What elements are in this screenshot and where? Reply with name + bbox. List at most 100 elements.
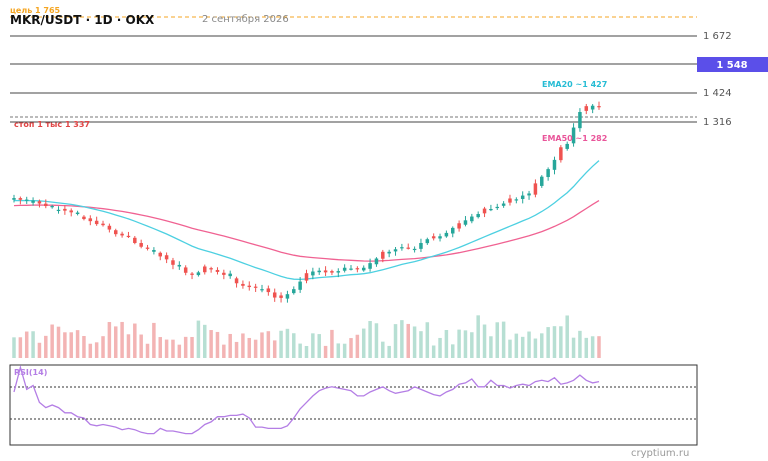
volume-bar	[571, 337, 576, 358]
candle-body	[292, 289, 296, 294]
candle-body	[260, 289, 264, 291]
candle-body	[304, 273, 309, 281]
volume-bar	[444, 329, 449, 358]
volume-bar	[177, 344, 182, 358]
volume-bar	[400, 320, 404, 358]
candle-body	[349, 268, 353, 270]
watermark: cryptium.ru	[631, 448, 689, 459]
volume-bar	[101, 336, 105, 358]
candle-body	[31, 200, 35, 203]
candle-body	[584, 106, 589, 111]
volume-bar	[495, 322, 500, 358]
volume-bar	[533, 338, 538, 358]
volume-bar	[514, 333, 519, 358]
volume-bars	[12, 315, 601, 358]
ema20-annotation: EMA20 ~1 427	[542, 80, 607, 89]
volume-bar	[393, 324, 398, 358]
volume-bar	[31, 331, 35, 358]
volume-bar	[590, 336, 595, 358]
volume-bar	[597, 336, 601, 358]
candle-body	[578, 112, 582, 129]
candle-body	[374, 258, 379, 265]
candle-body	[482, 208, 487, 214]
candle-body	[540, 176, 544, 186]
volume-bar	[63, 332, 67, 358]
candle-body	[457, 223, 461, 229]
candle-body	[113, 230, 118, 235]
volume-bar	[520, 336, 525, 358]
candle-body	[164, 255, 169, 260]
candle-body	[247, 285, 252, 288]
volume-bar	[431, 345, 436, 358]
volume-bar	[311, 333, 315, 358]
volume-bar	[82, 336, 86, 358]
candle-body	[336, 271, 341, 273]
candle-body	[342, 267, 347, 271]
candle-body	[241, 283, 245, 286]
candle-body	[190, 273, 194, 275]
volume-bar	[272, 340, 277, 358]
candle-body	[597, 106, 601, 108]
rsi-path	[13, 364, 600, 435]
volume-bar	[292, 333, 296, 358]
candle-body	[393, 249, 398, 252]
candle-body	[381, 251, 385, 259]
volume-bar	[565, 315, 569, 358]
volume-bar	[387, 345, 391, 358]
volume-bar	[171, 339, 175, 358]
level-label-1672: 1 672	[703, 31, 732, 42]
volume-bar	[342, 343, 347, 358]
candle-body	[82, 216, 86, 220]
volume-bar	[470, 332, 474, 358]
volume-bar	[190, 336, 194, 358]
volume-bar	[18, 337, 23, 358]
volume-bar	[209, 330, 213, 358]
candle-body	[152, 249, 156, 252]
candle-body	[234, 278, 239, 284]
volume-bar	[584, 337, 589, 358]
volume-bar	[75, 330, 80, 358]
volume-bar	[37, 342, 42, 358]
volume-bar	[540, 333, 544, 358]
volume-bar	[374, 323, 379, 358]
volume-bar	[113, 326, 118, 358]
candle-body	[571, 127, 576, 144]
candle-body	[400, 247, 404, 249]
candle-body	[323, 270, 328, 273]
candle-body	[272, 292, 277, 298]
chart-title: MKR/USDT · 1D · OKX	[10, 13, 155, 27]
candle-body	[44, 203, 48, 207]
candle-body	[253, 286, 258, 288]
candle-body	[285, 294, 290, 299]
volume-bar	[88, 343, 93, 358]
candle-body	[126, 235, 131, 238]
candle-body	[355, 268, 360, 270]
ema50-path	[13, 200, 600, 262]
candle-body	[514, 199, 519, 201]
ema50-line	[13, 200, 600, 262]
volume-bar	[196, 320, 201, 358]
candle-body	[520, 195, 525, 199]
volume-bar	[552, 326, 557, 358]
volume-bar	[279, 330, 283, 358]
candle-body	[139, 243, 143, 247]
candle-body	[559, 147, 563, 161]
rsi-panel	[9, 364, 698, 446]
volume-bar	[578, 330, 582, 358]
stop-annotation: стоп 1 тыс 1 337	[14, 120, 90, 129]
candle-body	[495, 206, 500, 209]
candle-body	[120, 233, 124, 236]
candle-body	[94, 220, 99, 225]
volume-bar	[120, 321, 124, 358]
candle-body	[527, 193, 531, 196]
candle-body	[438, 236, 442, 239]
volume-bar	[234, 341, 239, 358]
candle-body	[444, 232, 449, 237]
candle-body	[590, 105, 595, 110]
volume-bar	[222, 344, 226, 358]
volume-bar	[203, 324, 207, 358]
volume-bar	[158, 337, 162, 358]
candle-body	[75, 212, 80, 215]
candle-body	[463, 220, 468, 225]
